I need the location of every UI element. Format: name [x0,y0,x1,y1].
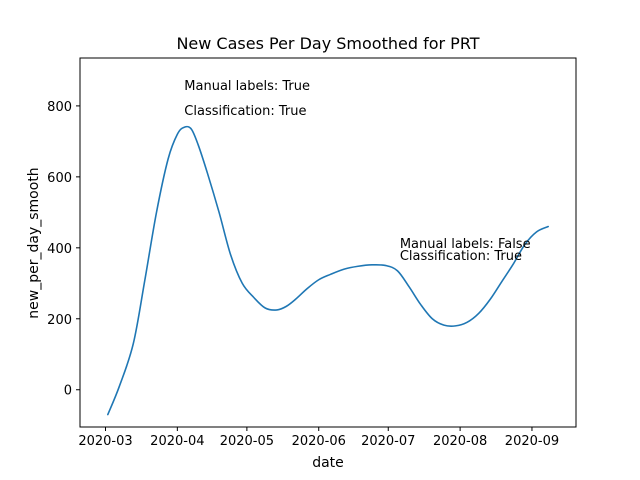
x-tick-label: 2020-03 [78,434,132,449]
x-tick-label: 2020-08 [433,434,487,449]
y-tick-label: 400 [47,242,72,257]
annotation-classification: Classification: True [400,249,522,264]
x-tick-label: 2020-07 [361,434,415,449]
annotation-manual-labels: Manual labels: False [400,237,531,252]
x-tick-label: 2020-04 [150,434,204,449]
y-tick-label: 600 [47,171,72,186]
chart-title: New Cases Per Day Smoothed for PRT [176,34,479,53]
x-axis: 2020-03 2020-04 2020-05 2020-06 2020-07 2020-… [78,427,559,449]
x-axis-label: date [312,455,344,471]
x-tick-label: 2020-09 [505,434,559,449]
series-line [107,125,549,416]
x-tick-label: 2020-06 [292,434,346,449]
y-tick-label: 200 [47,313,72,328]
plot-frame [79,57,577,428]
annotation-manual-labels: Manual labels: True [184,79,310,94]
y-axis-label: new_per_day_smooth [26,167,42,318]
y-tick-label: 800 [47,100,72,115]
y-axis: 0 200 400 600 800 [47,100,80,399]
x-tick-label: 2020-05 [220,434,274,449]
y-tick-label: 0 [64,384,72,399]
annotation-classification: Classification: True [184,104,306,119]
